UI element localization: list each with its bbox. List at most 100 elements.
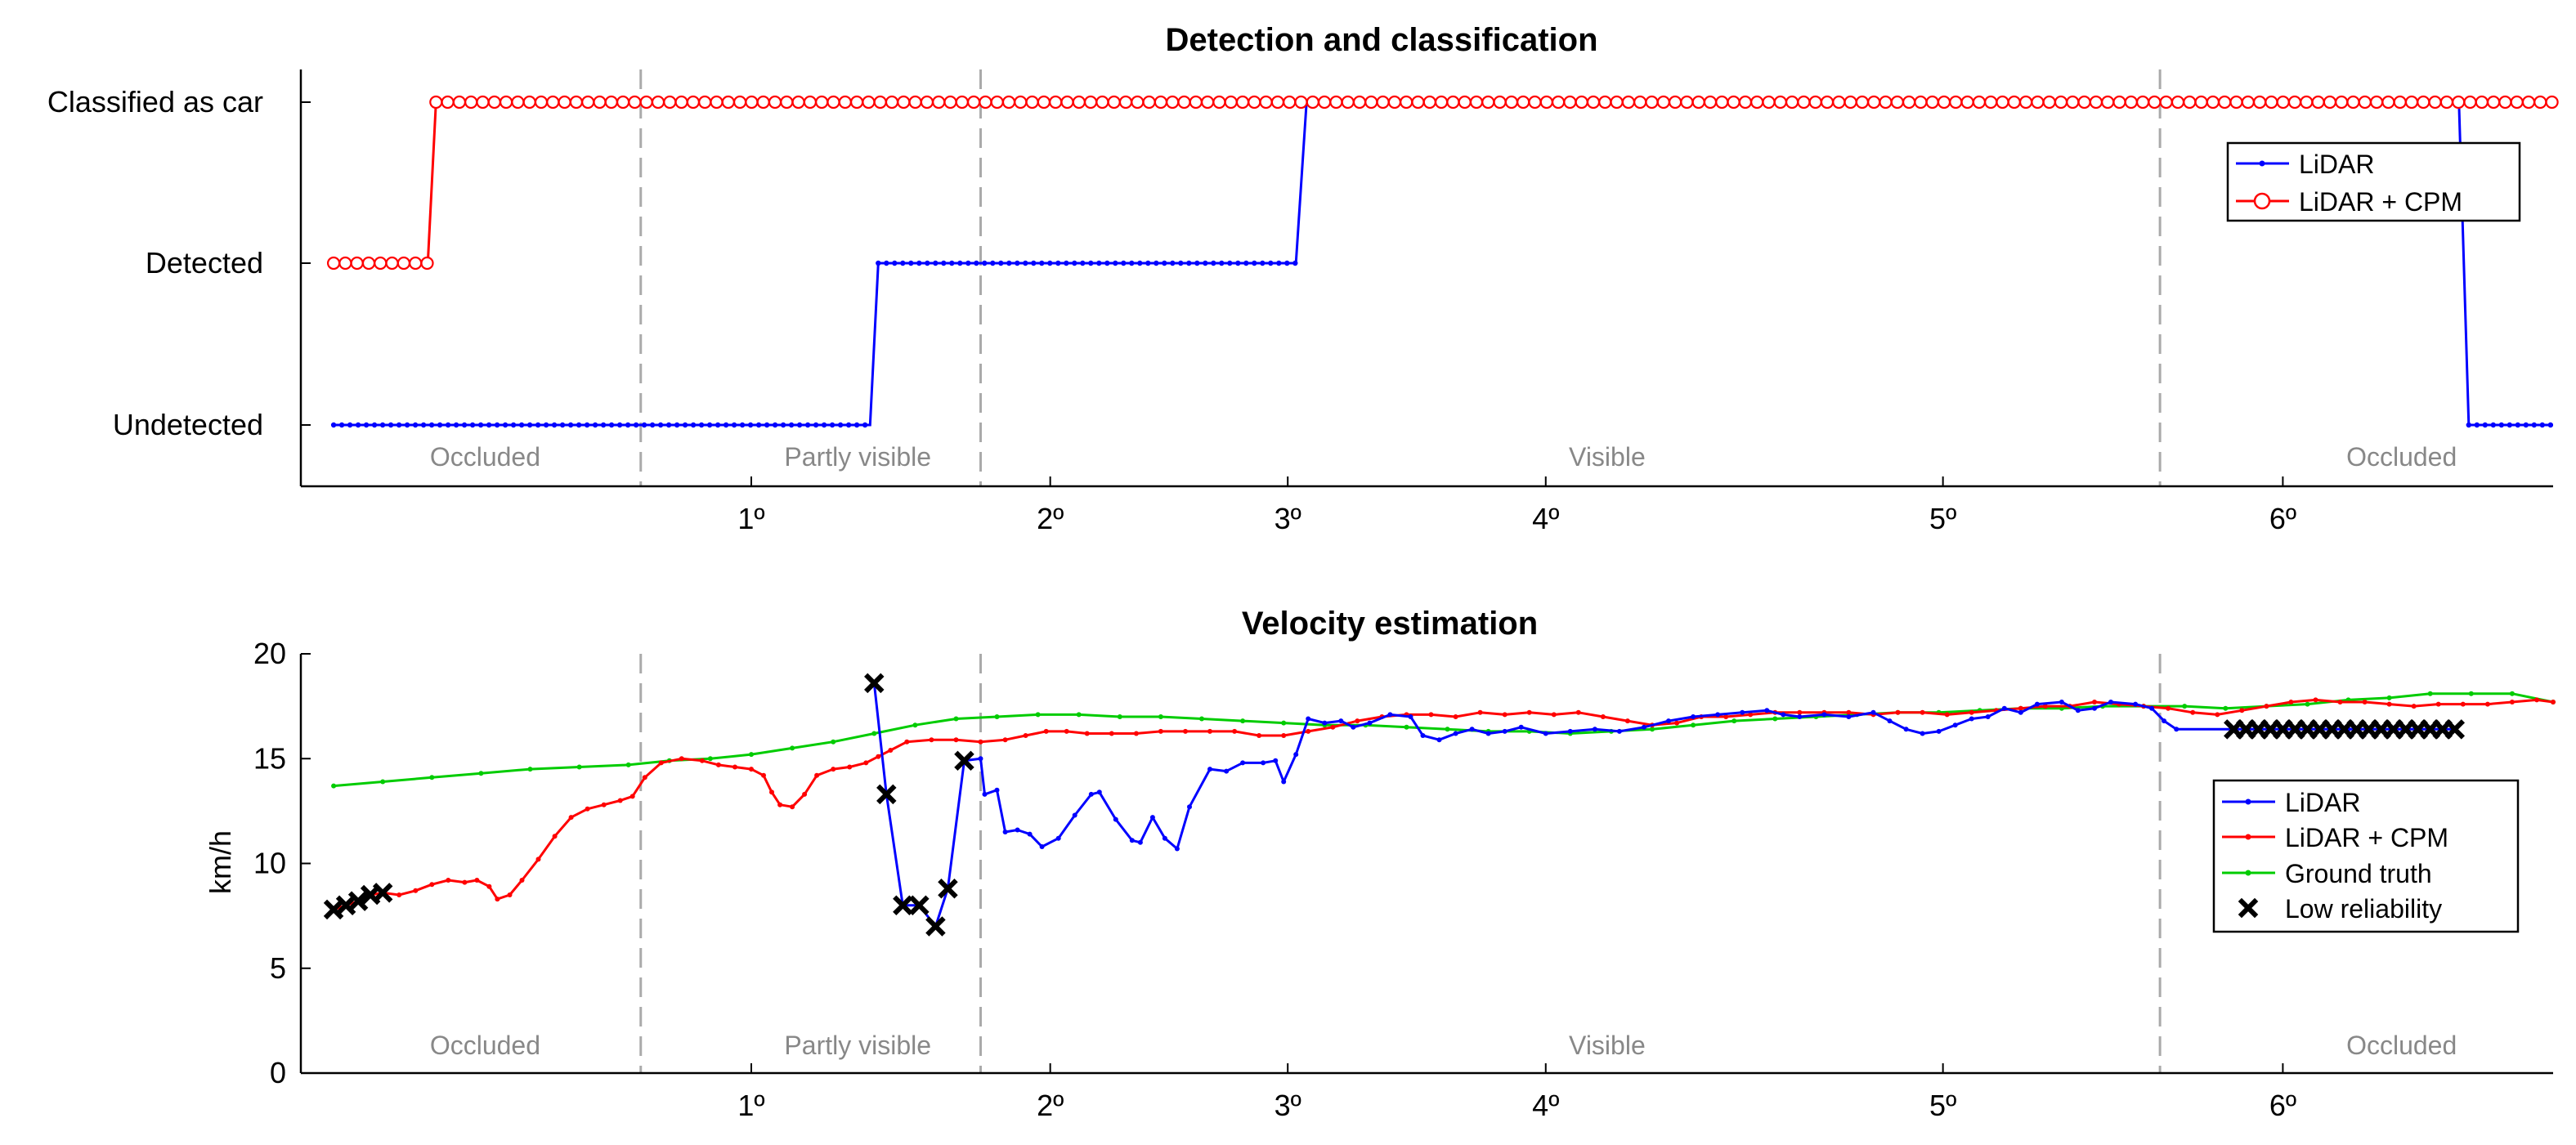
data-point xyxy=(764,422,770,428)
data-point xyxy=(1428,712,1434,718)
data-point xyxy=(633,422,639,428)
data-point xyxy=(568,815,574,821)
data-point xyxy=(1281,720,1287,726)
x-tick-label: 6º xyxy=(2269,1089,2296,1122)
detection-legend[interactable]: LiDAR LiDAR + CPM xyxy=(2226,141,2521,222)
data-point xyxy=(1121,260,1127,266)
data-point xyxy=(929,737,934,743)
detection-legend-lidar-cpm-label: LiDAR + CPM xyxy=(2299,187,2462,217)
data-point xyxy=(912,722,918,728)
data-point xyxy=(1142,95,1156,110)
velocity-legend-lidar-label: LiDAR xyxy=(2285,788,2360,817)
data-point xyxy=(1691,714,1696,719)
data-point xyxy=(1387,712,1393,718)
data-point xyxy=(2288,700,2294,704)
data-point xyxy=(1446,95,1460,110)
data-point xyxy=(876,260,881,266)
data-point xyxy=(756,95,770,110)
data-point xyxy=(1261,760,1266,766)
data-point xyxy=(1338,718,1344,724)
data-point xyxy=(1039,260,1045,266)
data-point xyxy=(1031,260,1037,266)
data-point xyxy=(404,422,410,428)
data-point xyxy=(1434,95,1449,110)
data-point xyxy=(772,422,778,428)
data-point xyxy=(617,798,623,803)
data-point xyxy=(1043,728,1049,734)
data-point xyxy=(2509,700,2515,704)
marker-stroke xyxy=(2322,719,2342,740)
velocity-legend[interactable]: LiDAR LiDAR + CPM Ground truth Low relia… xyxy=(2212,779,2520,933)
data-point xyxy=(495,897,500,902)
data-point xyxy=(1645,95,1659,110)
data-point xyxy=(1949,95,1963,110)
data-point xyxy=(1187,804,1192,810)
data-point xyxy=(2460,701,2466,707)
low-reliability-marker xyxy=(2383,719,2404,740)
data-point xyxy=(2490,422,2496,428)
data-point xyxy=(1240,760,1246,766)
data-point xyxy=(385,256,399,271)
data-point xyxy=(1118,95,1133,110)
data-point xyxy=(1481,95,1495,110)
data-point xyxy=(791,95,805,110)
data-point xyxy=(1750,95,1764,110)
marker-stroke xyxy=(2408,719,2428,740)
data-point xyxy=(663,95,677,110)
data-point xyxy=(1674,720,1680,726)
data-point xyxy=(1411,95,1425,110)
data-point xyxy=(1387,95,1402,110)
low-reliability-marker xyxy=(2309,719,2330,740)
data-point xyxy=(1055,835,1061,841)
data-point xyxy=(584,422,590,428)
data-point xyxy=(1035,712,1041,718)
velocity-legend-ground-truth: Ground truth xyxy=(2222,859,2432,888)
data-point xyxy=(658,760,664,766)
phase-label: Occluded xyxy=(2346,1031,2457,1060)
x-tick-label: 3º xyxy=(1275,502,1301,535)
marker-stroke xyxy=(2371,719,2391,740)
data-point xyxy=(1060,95,1074,110)
data-point xyxy=(1232,728,1238,734)
marker-stroke xyxy=(2334,719,2354,740)
data-point xyxy=(1469,727,1475,732)
data-point xyxy=(1014,95,1028,110)
data-point xyxy=(2531,422,2537,428)
data-point xyxy=(2066,95,2080,110)
data-point xyxy=(849,95,864,110)
data-point xyxy=(1740,709,1745,715)
low-reliability-marker xyxy=(2395,719,2416,740)
data-point xyxy=(2393,95,2407,110)
data-point xyxy=(2428,95,2442,110)
data-point xyxy=(2171,95,2185,110)
data-point xyxy=(1292,260,1298,266)
data-point xyxy=(1723,714,1729,719)
data-point xyxy=(679,756,684,762)
low-reliability-marker xyxy=(876,784,897,805)
data-point xyxy=(1691,722,1696,728)
data-point xyxy=(1023,260,1028,266)
low-reliability-marker xyxy=(2359,719,2379,740)
data-point xyxy=(1322,720,1328,726)
data-point xyxy=(1732,718,1737,724)
data-point xyxy=(732,95,747,110)
data-point xyxy=(428,422,435,428)
data-point xyxy=(409,256,423,271)
velocity-chart-ylabel: km/h xyxy=(204,830,237,894)
data-point xyxy=(710,95,724,110)
data-point xyxy=(2386,695,2392,700)
data-point xyxy=(441,95,455,110)
data-point xyxy=(1072,260,1077,266)
data-point xyxy=(2148,95,2162,110)
data-point xyxy=(821,422,827,428)
data-point xyxy=(920,95,934,110)
data-point xyxy=(1762,95,1776,110)
data-point xyxy=(1235,95,1250,110)
data-point xyxy=(581,95,595,110)
data-point xyxy=(932,95,946,110)
data-point xyxy=(558,95,571,110)
low-reliability-marker xyxy=(2420,719,2440,740)
data-point xyxy=(803,95,818,110)
data-point xyxy=(1890,95,1904,110)
data-point xyxy=(1240,718,1246,724)
